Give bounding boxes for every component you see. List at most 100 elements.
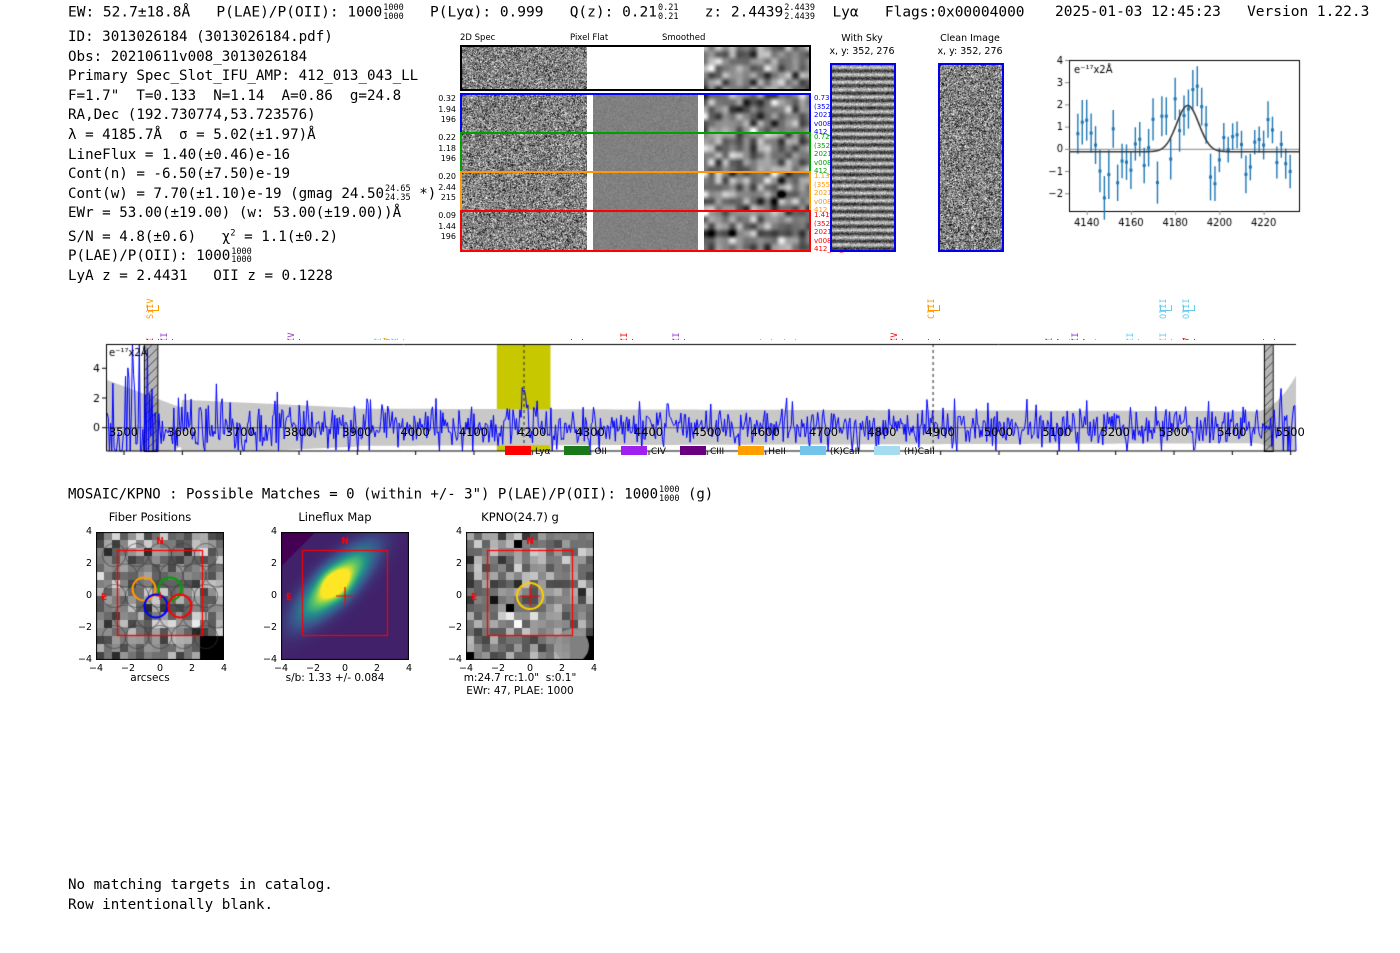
- panel-ytick: −2: [77, 622, 92, 633]
- header-summary-line: EW: 52.7±18.8Å P(LAE)/P(OII): 1000 1000 10…: [68, 4, 1025, 21]
- spectrum-xtick: 4500: [692, 425, 722, 439]
- emission-line-label-layer: SiIVOVIHeIISiIVOIICIVOIINVSiIIHeIIHγHδSi…: [80, 275, 1300, 353]
- header-flags: Flags:0x00004000: [884, 4, 1025, 21]
- info-primary-spec: Primary Spec_Slot_IFU_AMP: 412_013_043_L…: [68, 68, 419, 85]
- cutout-2dspec: [462, 95, 587, 133]
- spectrum-xtick: 3500: [108, 425, 139, 439]
- spectrum-xtick: 3800: [283, 425, 314, 439]
- cutout-white: [587, 212, 593, 250]
- legend-item: CIII: [679, 446, 724, 457]
- panel-ytick: 4: [270, 526, 277, 537]
- montage-title-2dspec: 2D Spec: [460, 33, 496, 43]
- spectrum-legend: Lyα OII CIV CIII HeII (K)CaII (H)CaII: [505, 446, 949, 457]
- cutout-flat: [593, 212, 698, 250]
- panel-xtick: 4: [220, 663, 228, 674]
- panel-xtick: 0: [526, 663, 534, 674]
- fiber-row: [460, 93, 811, 135]
- header-z-lo: 2.4439: [784, 11, 815, 22]
- cutout-2dspec: [462, 134, 587, 172]
- cutout-2dspec: [462, 47, 587, 89]
- info-ewr: EWr = 53.00(±19.00) (w: 53.00(±19.00))Å: [68, 205, 402, 222]
- info-cont-w-post: *): [419, 185, 437, 202]
- header-version: Version 1.22.3: [1247, 4, 1370, 20]
- mosaic-head-lo: 1000: [659, 493, 680, 504]
- panel-ytick: 2: [85, 558, 92, 569]
- full-spectrum-plot: [80, 340, 1300, 455]
- panel-lineflux-map: Lineflux Map s/b: 1.33 +/- 0.084 −4 −4 −2 −…: [245, 510, 425, 710]
- header-timestamp: 2025-01-03 12:45:23: [1055, 4, 1221, 20]
- mosaic-head-hi: 1000: [659, 485, 680, 495]
- panel-xtick: 0: [156, 663, 164, 674]
- ion-bracket: [1159, 305, 1172, 311]
- panel-title-lineflux-map: Lineflux Map: [298, 510, 372, 524]
- sky-image-clean: [938, 63, 1004, 252]
- detection-info-block: ID: 3013026184 (3013026184.pdf) Obs: 202…: [68, 28, 436, 286]
- panel-kpno-image: KPNO(24.7) g m:24.7 rc:1.0" s:0.1" EWr: …: [430, 510, 610, 710]
- legend-label: OII: [594, 447, 607, 457]
- info-cont-w: Cont(w) = 7.70(±1.10)e-19 (gmag 24.50 24.…: [68, 184, 437, 203]
- fiber-row: [460, 132, 811, 174]
- panel-ytick: −4: [77, 654, 92, 665]
- header-line-id: Lyα: [832, 4, 859, 21]
- panel-ytick: 0: [85, 590, 92, 601]
- panel-xtick: 2: [373, 663, 381, 674]
- panel-xtick: 0: [341, 663, 349, 674]
- mosaic-head-post: (g): [687, 486, 714, 503]
- panel-ytick: 0: [270, 590, 277, 601]
- sky-thumbnails: With Sky x, y: 352, 276 Clean Image x, y…: [812, 33, 1027, 252]
- header-qz-lo: 0.21: [658, 11, 679, 22]
- montage-title-pixelflat: Pixel Flat: [570, 33, 609, 43]
- ion-bracket: [146, 305, 159, 311]
- header-plae-label: P(LAE)/P(OII): 1000: [216, 4, 383, 21]
- legend-item: HeII: [738, 446, 786, 457]
- spectrum-xtick: 5300: [1158, 425, 1189, 439]
- sky-image-with-sky: [830, 63, 896, 252]
- panel-ytick: −4: [447, 654, 462, 665]
- legend-swatch: [738, 446, 765, 455]
- info-plae-hi: 1000: [231, 246, 252, 257]
- info-sn-post: = 1.1(±0.2): [235, 228, 339, 245]
- spectrum-xtick: 5500: [1275, 425, 1305, 439]
- legend-swatch: [505, 446, 531, 455]
- cutout-flat: [593, 134, 698, 172]
- legend-swatch: [873, 446, 900, 455]
- legend-label: (H)CaII: [903, 447, 935, 457]
- spectrum-xtick: 4600: [750, 425, 780, 439]
- panel-xtick: 2: [188, 663, 196, 674]
- spectrum-xtick: 4800: [867, 425, 897, 439]
- info-plae-pre: P(LAE)/P(OII): 1000: [68, 248, 231, 265]
- sky-coords-with-sky: x, y: 352, 276: [829, 46, 895, 57]
- legend-swatch: [620, 446, 647, 455]
- cutout-2dspec: [462, 212, 587, 250]
- spectrum-xtick: 5000: [983, 425, 1014, 439]
- panel-ytick: −2: [262, 622, 277, 633]
- info-radec: RA,Dec (192.730774,53.723576): [68, 107, 316, 124]
- fiber-left-stats: 0.20 2.44 215: [438, 172, 456, 202]
- info-plae: P(LAE)/P(OII): 1000 1000 1000: [68, 246, 252, 265]
- fiber-left-stats: 0.22 1.18 196: [438, 133, 456, 163]
- spectrum-xtick: 4900: [925, 425, 955, 439]
- header-z-hi: 2.4439: [784, 3, 815, 13]
- info-params: F=1.7" T=0.133 N=1.14 A=0.86 g=24.8: [68, 87, 402, 104]
- spec2d-montage: 2D Spec Pixel Flat Smoothed Weighted Sum…: [430, 33, 856, 253]
- footer-notes: No matching targets in catalog. Row inte…: [68, 876, 333, 915]
- info-lambda-sigma: λ = 4185.7Å σ = 5.02(±1.97)Å: [68, 126, 316, 143]
- info-cont-n: Cont(n) = -6.50(±7.50)e-19: [68, 166, 291, 183]
- info-cont-w-lo: 24.35: [385, 192, 411, 203]
- full-spectrum-tick-labels: 3500 3600 3700 3800 3900 4000 4100 4200 4300 4400…: [80, 425, 1305, 443]
- spectrum-xtick: 4700: [808, 425, 839, 439]
- panel-xtick: −4: [273, 663, 288, 674]
- fiber-row: [460, 210, 811, 252]
- spectrum-xtick: 4300: [575, 425, 605, 439]
- legend-item: (K)CaII: [799, 446, 860, 457]
- legend-swatch: [564, 446, 591, 455]
- panel-title-kpno: KPNO(24.7) g: [481, 510, 559, 524]
- footer-line-1: No matching targets in catalog.: [68, 877, 333, 893]
- panel-xtick: −4: [458, 663, 473, 674]
- line-profile-plot: [1035, 52, 1307, 237]
- info-cont-w-hi: 24.65: [385, 184, 411, 195]
- header-qz-hi: 0.21: [658, 3, 679, 13]
- panel-title-fiber-positions: Fiber Positions: [108, 510, 192, 524]
- fiber-left-stats: 0.32 1.94 196: [438, 94, 456, 124]
- cutout-white: [587, 47, 593, 89]
